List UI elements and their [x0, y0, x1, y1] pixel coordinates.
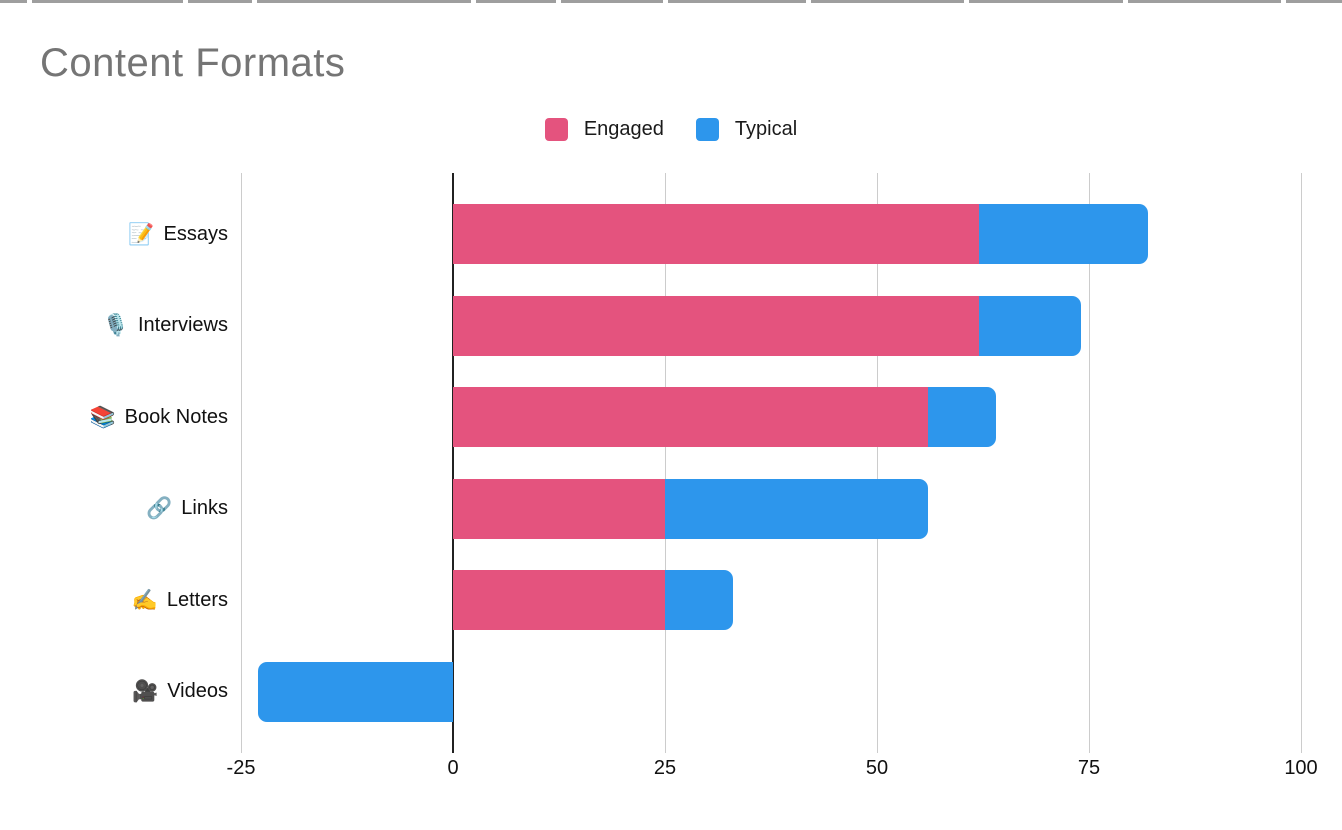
essays-emoji-icon: 📝: [128, 222, 155, 246]
bar-typical-videos: [257, 661, 453, 722]
x-gridline: [240, 173, 242, 753]
bar-engaged-links: [453, 478, 665, 539]
category-label: Links: [181, 497, 228, 519]
x-tick-label-100: 100: [1284, 757, 1318, 779]
x-gridline: [876, 173, 878, 753]
cell-border-segment: [1128, 0, 1281, 3]
bar-typical-links: [665, 478, 928, 539]
x-gridline: [1300, 173, 1302, 753]
x-tick-label-0: 0: [447, 757, 459, 779]
cell-border-segment: [969, 0, 1123, 3]
links-emoji-icon: 🔗: [146, 497, 173, 520]
cell-border-segment: [668, 0, 806, 3]
bar-typical-book-notes: [927, 387, 996, 447]
x-gridline: [664, 173, 666, 753]
cell-border-segment: [0, 0, 27, 3]
category-label: Essays: [163, 222, 228, 245]
cell-border-segment: [476, 0, 556, 3]
x-tick-label--25: -25: [226, 757, 256, 779]
videos-emoji-icon: 🎥: [132, 680, 159, 703]
cell-border-segment: [1286, 0, 1342, 3]
legend-item-typical: Typical: [695, 118, 798, 141]
cell-border-segment: [188, 0, 252, 3]
letters-emoji-icon: ✍️: [131, 588, 158, 612]
category-label: Videos: [167, 680, 228, 702]
category-row-letters: ✍️ Letters: [0, 570, 228, 630]
cell-border-segment: [561, 0, 663, 3]
category-label: Book Notes: [124, 405, 228, 428]
legend-swatch-engaged-icon: [544, 118, 568, 141]
bar-engaged-essays: [453, 204, 979, 264]
x-gridline: [1088, 173, 1090, 753]
x-tick-label-25: 25: [653, 757, 677, 779]
bar-engaged-letters: [453, 570, 665, 630]
interviews-emoji-icon: 🎙️: [102, 314, 129, 337]
cell-border-segment: [811, 0, 964, 3]
category-row-essays: 📝 Essays: [0, 204, 228, 264]
bar-engaged-book-notes: [453, 387, 928, 447]
category-row-videos: 🎥 Videos: [0, 662, 228, 722]
legend-item-engaged: Engaged: [544, 118, 664, 141]
legend-swatch-typical-icon: [695, 118, 719, 141]
chart-title: Content Formats: [40, 41, 346, 85]
bar-engaged-interviews: [453, 295, 979, 356]
category-row-links: 🔗 Links: [0, 479, 228, 539]
bar-typical-interviews: [978, 295, 1081, 356]
cell-border-segment: [257, 0, 471, 3]
chart-legend: Engaged Typical: [0, 118, 1342, 141]
x-tick-label-75: 75: [1077, 757, 1101, 779]
x-tick-label-50: 50: [865, 757, 889, 779]
bar-typical-essays: [978, 204, 1149, 264]
zero-axis-line: [452, 173, 454, 753]
category-row-interviews: 🎙️ Interviews: [0, 296, 228, 356]
legend-label-engaged: Engaged: [583, 118, 664, 140]
bar-typical-letters: [665, 570, 733, 630]
category-row-book-notes: 📚 Book Notes: [0, 387, 228, 447]
book-notes-emoji-icon: 📚: [89, 405, 116, 429]
category-label: Letters: [166, 588, 228, 611]
cell-border-segment: [32, 0, 183, 3]
legend-label-typical: Typical: [734, 118, 798, 140]
category-label: Interviews: [137, 314, 228, 336]
